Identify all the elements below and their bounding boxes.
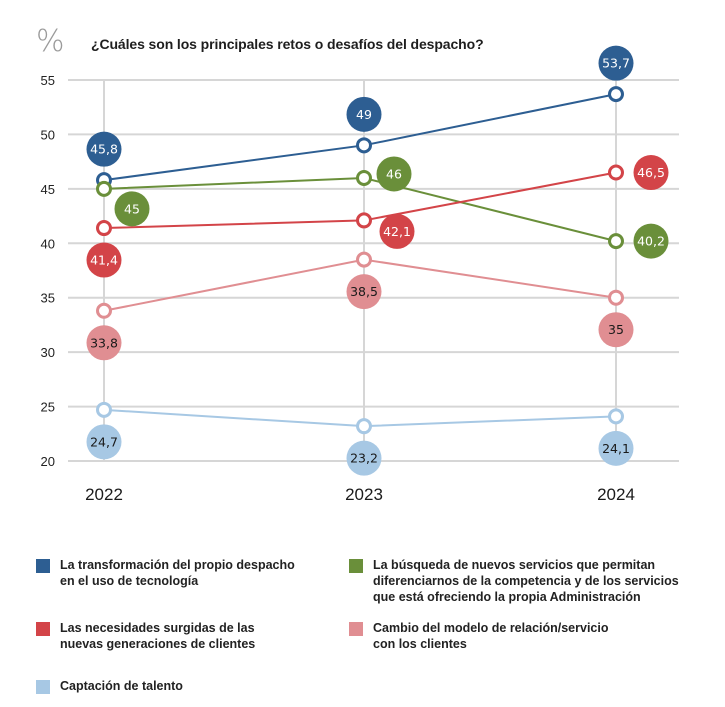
data-label: 46 (386, 166, 402, 181)
legend-label: La transformación del propio despacho en… (60, 558, 295, 588)
data-label-bubble (598, 430, 634, 466)
data-label-bubble (376, 156, 412, 192)
data-point (356, 251, 372, 268)
data-point (96, 220, 112, 237)
data-point (608, 408, 624, 425)
legend-item-tecnologia: La transformación del propio despacho en… (36, 557, 295, 589)
x-axis-ticks: 2022 2023 2024 (85, 485, 635, 504)
data-point (356, 418, 372, 435)
y-tick-label: 45 (41, 182, 55, 197)
legend-item-modelo-relacion: Cambio del modelo de relación/servicio c… (349, 620, 609, 652)
data-label-bubble (633, 155, 669, 191)
data-point (96, 180, 112, 197)
data-label: 35 (608, 322, 624, 337)
y-tick-label: 30 (41, 345, 55, 360)
legend-swatch (349, 622, 363, 636)
data-point (608, 164, 624, 181)
chart-title: ¿Cuáles son los principales retos o desa… (91, 36, 484, 52)
data-label-bubble (598, 45, 634, 81)
y-tick-label: 35 (41, 291, 55, 306)
data-label: 38,5 (350, 284, 378, 299)
y-axis-ticks: 20 25 30 35 40 45 50 55 (41, 73, 55, 469)
data-label: 24,1 (602, 441, 630, 456)
data-label-bubble (598, 312, 634, 348)
x-tick-label: 2023 (345, 485, 383, 504)
data-label: 24,7 (90, 434, 118, 449)
gridlines (68, 79, 679, 462)
data-point (96, 401, 112, 418)
data-point (356, 212, 372, 229)
data-label-bubble (86, 131, 122, 167)
legend-label: La búsqueda de nuevos servicios que perm… (373, 558, 679, 604)
data-label: 49 (356, 107, 372, 122)
data-label: 33,8 (90, 335, 118, 350)
y-tick-label: 50 (41, 127, 55, 142)
data-label-bubble (346, 440, 382, 476)
legend-item-nuevas-generaciones: Las necesidades surgidas de las nuevas g… (36, 620, 255, 652)
data-point (608, 233, 624, 250)
y-tick-label: 25 (41, 400, 55, 415)
legend-item-talento: Captación de talento (36, 678, 183, 694)
legend-swatch (36, 680, 50, 694)
legend-swatch (349, 559, 363, 573)
data-label-bubble (379, 213, 415, 249)
data-label: 40,2 (637, 234, 665, 249)
data-label-bubble (86, 325, 122, 361)
data-label-bubble (114, 191, 150, 227)
unit-label: % (36, 24, 65, 59)
data-labels: 45,8 49 53,7 45 46 40,2 41,4 42,1 46,5 33,8 38,5 35… (86, 45, 669, 476)
y-tick-label: 40 (41, 236, 55, 251)
data-label: 41,4 (90, 253, 118, 268)
x-tick-label: 2022 (85, 485, 123, 504)
data-point (608, 86, 624, 103)
legend-label: Cambio del modelo de relación/servicio c… (373, 621, 609, 651)
data-label: 42,1 (383, 224, 411, 239)
legend-swatch (36, 559, 50, 573)
data-label: 53,7 (602, 56, 630, 71)
legend-label: Las necesidades surgidas de las nuevas g… (60, 621, 256, 651)
y-tick-label: 55 (41, 73, 55, 88)
data-label: 46,5 (637, 165, 665, 180)
data-label: 23,2 (350, 451, 378, 466)
data-point (356, 169, 372, 186)
data-point (96, 302, 112, 319)
data-label-bubble (633, 223, 669, 259)
data-label-bubble (86, 424, 122, 460)
legend-item-nuevos-servicios: La búsqueda de nuevos servicios que perm… (349, 557, 679, 605)
data-label-bubble (346, 96, 382, 132)
data-label-bubble (86, 242, 122, 278)
y-tick-label: 20 (41, 454, 55, 469)
data-label: 45 (124, 201, 140, 216)
x-tick-label: 2024 (597, 485, 635, 504)
data-label-bubble (346, 274, 382, 310)
line-chart: 20 25 30 35 40 45 50 55 2022 2023 2024 45,8 49 53,7… (41, 45, 679, 504)
data-label: 45,8 (90, 142, 118, 157)
series-markers (96, 86, 624, 435)
data-point (356, 137, 372, 154)
legend-label: Captación de talento (60, 679, 183, 693)
data-point (608, 289, 624, 306)
legend-swatch (36, 622, 50, 636)
